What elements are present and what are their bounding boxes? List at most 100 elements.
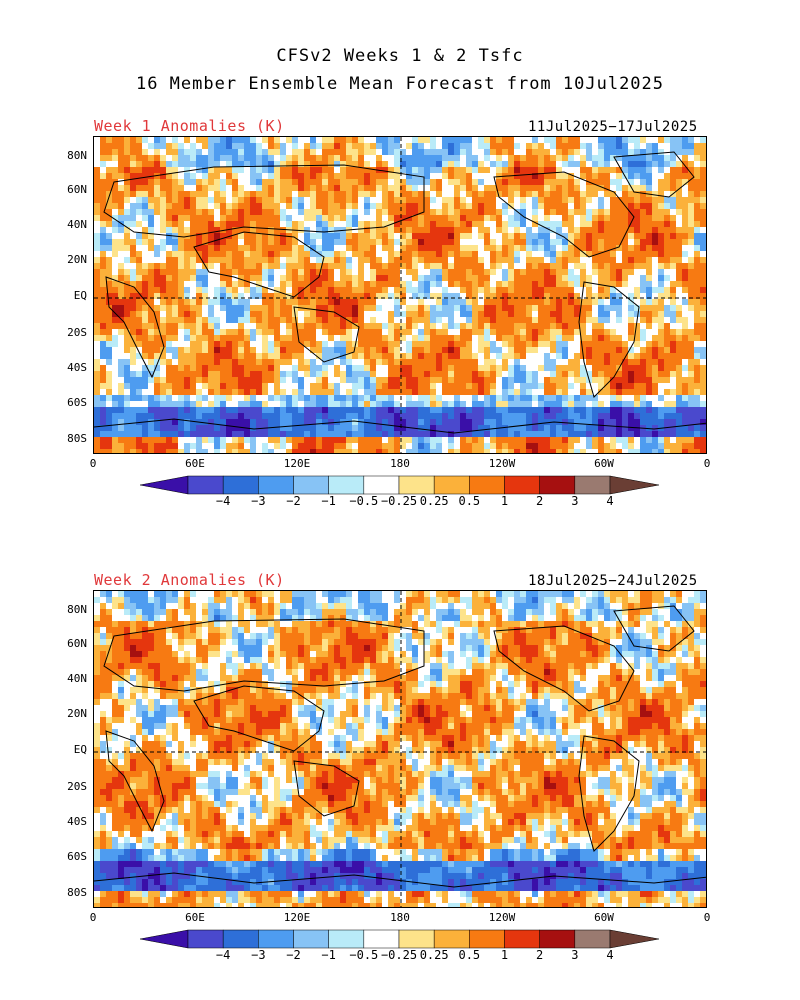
anomaly-cell xyxy=(142,353,148,359)
anomaly-cell xyxy=(652,251,658,257)
anomaly-cell xyxy=(430,353,436,359)
anomaly-cell xyxy=(532,353,538,359)
anomaly-cell xyxy=(388,383,394,389)
anomaly-cell xyxy=(478,287,484,293)
anomaly-cell xyxy=(244,407,250,413)
anomaly-cell xyxy=(286,365,292,371)
anomaly-cell xyxy=(334,281,340,287)
anomaly-cell xyxy=(670,143,676,149)
anomaly-cell xyxy=(502,281,508,287)
anomaly-cell xyxy=(634,365,640,371)
anomaly-cell xyxy=(484,305,490,311)
anomaly-cell xyxy=(262,371,268,377)
anomaly-cell xyxy=(592,335,598,341)
anomaly-cell xyxy=(556,143,562,149)
anomaly-cell xyxy=(472,371,478,377)
anomaly-cell xyxy=(550,227,556,233)
anomaly-cell xyxy=(430,299,436,305)
anomaly-cell xyxy=(376,161,382,167)
anomaly-cell xyxy=(562,293,568,299)
anomaly-cell xyxy=(382,245,388,251)
anomaly-cell xyxy=(154,305,160,311)
anomaly-cell xyxy=(106,185,112,191)
anomaly-cell xyxy=(340,335,346,341)
anomaly-cell xyxy=(214,419,220,425)
anomaly-cell xyxy=(364,317,370,323)
anomaly-cell xyxy=(124,317,130,323)
anomaly-cell xyxy=(322,167,328,173)
anomaly-cell xyxy=(322,287,328,293)
anomaly-cell xyxy=(328,149,334,155)
anomaly-cell xyxy=(394,239,400,245)
anomaly-cell xyxy=(688,401,694,407)
anomaly-cell xyxy=(460,365,466,371)
anomaly-cell xyxy=(556,275,562,281)
anomaly-cell xyxy=(646,395,652,401)
anomaly-cell xyxy=(670,227,676,233)
anomaly-cell xyxy=(370,401,376,407)
anomaly-cell xyxy=(154,323,160,329)
anomaly-cell xyxy=(262,419,268,425)
anomaly-cell xyxy=(664,293,670,299)
anomaly-cell xyxy=(700,197,706,203)
anomaly-cell xyxy=(352,239,358,245)
anomaly-cell xyxy=(646,293,652,299)
anomaly-cell xyxy=(430,161,436,167)
anomaly-cell xyxy=(238,251,244,257)
anomaly-cell xyxy=(178,251,184,257)
anomaly-cell xyxy=(292,419,298,425)
anomaly-cell xyxy=(100,335,106,341)
anomaly-cell xyxy=(202,197,208,203)
anomaly-cell xyxy=(106,383,112,389)
anomaly-cell xyxy=(406,353,412,359)
anomaly-cell xyxy=(202,143,208,149)
anomaly-cell xyxy=(676,335,682,341)
anomaly-cell xyxy=(664,401,670,407)
anomaly-cell xyxy=(526,143,532,149)
anomaly-cell xyxy=(532,257,538,263)
anomaly-cell xyxy=(100,377,106,383)
anomaly-cell xyxy=(358,227,364,233)
anomaly-cell xyxy=(118,221,124,227)
anomaly-cell xyxy=(196,173,202,179)
anomaly-cell xyxy=(280,185,286,191)
anomaly-cell xyxy=(652,359,658,365)
anomaly-cell xyxy=(262,239,268,245)
anomaly-cell xyxy=(442,269,448,275)
anomaly-cell xyxy=(106,293,112,299)
anomaly-cell xyxy=(118,161,124,167)
anomaly-cell xyxy=(280,359,286,365)
anomaly-cell xyxy=(274,287,280,293)
anomaly-cell xyxy=(694,323,700,329)
anomaly-cell xyxy=(100,155,106,161)
anomaly-cell xyxy=(238,353,244,359)
anomaly-cell xyxy=(634,287,640,293)
anomaly-cell xyxy=(568,347,574,353)
anomaly-cell xyxy=(286,149,292,155)
anomaly-cell xyxy=(472,251,478,257)
anomaly-cell xyxy=(568,371,574,377)
anomaly-cell xyxy=(370,365,376,371)
anomaly-cell xyxy=(364,215,370,221)
anomaly-cell xyxy=(484,215,490,221)
anomaly-cell xyxy=(454,305,460,311)
anomaly-cell xyxy=(628,143,634,149)
anomaly-cell xyxy=(208,323,214,329)
anomaly-cell xyxy=(508,413,514,419)
anomaly-cell xyxy=(220,167,226,173)
anomaly-cell xyxy=(544,359,550,365)
anomaly-cell xyxy=(700,149,706,155)
anomaly-cell xyxy=(106,413,112,419)
anomaly-cell xyxy=(220,191,226,197)
anomaly-cell xyxy=(376,329,382,335)
anomaly-cell xyxy=(310,209,316,215)
anomaly-cell xyxy=(316,377,322,383)
anomaly-cell xyxy=(346,281,352,287)
anomaly-cell xyxy=(586,359,592,365)
anomaly-cell xyxy=(472,263,478,269)
anomaly-cell xyxy=(592,299,598,305)
anomaly-cell xyxy=(154,383,160,389)
anomaly-cell xyxy=(532,359,538,365)
anomaly-cell xyxy=(316,161,322,167)
anomaly-cell xyxy=(178,173,184,179)
